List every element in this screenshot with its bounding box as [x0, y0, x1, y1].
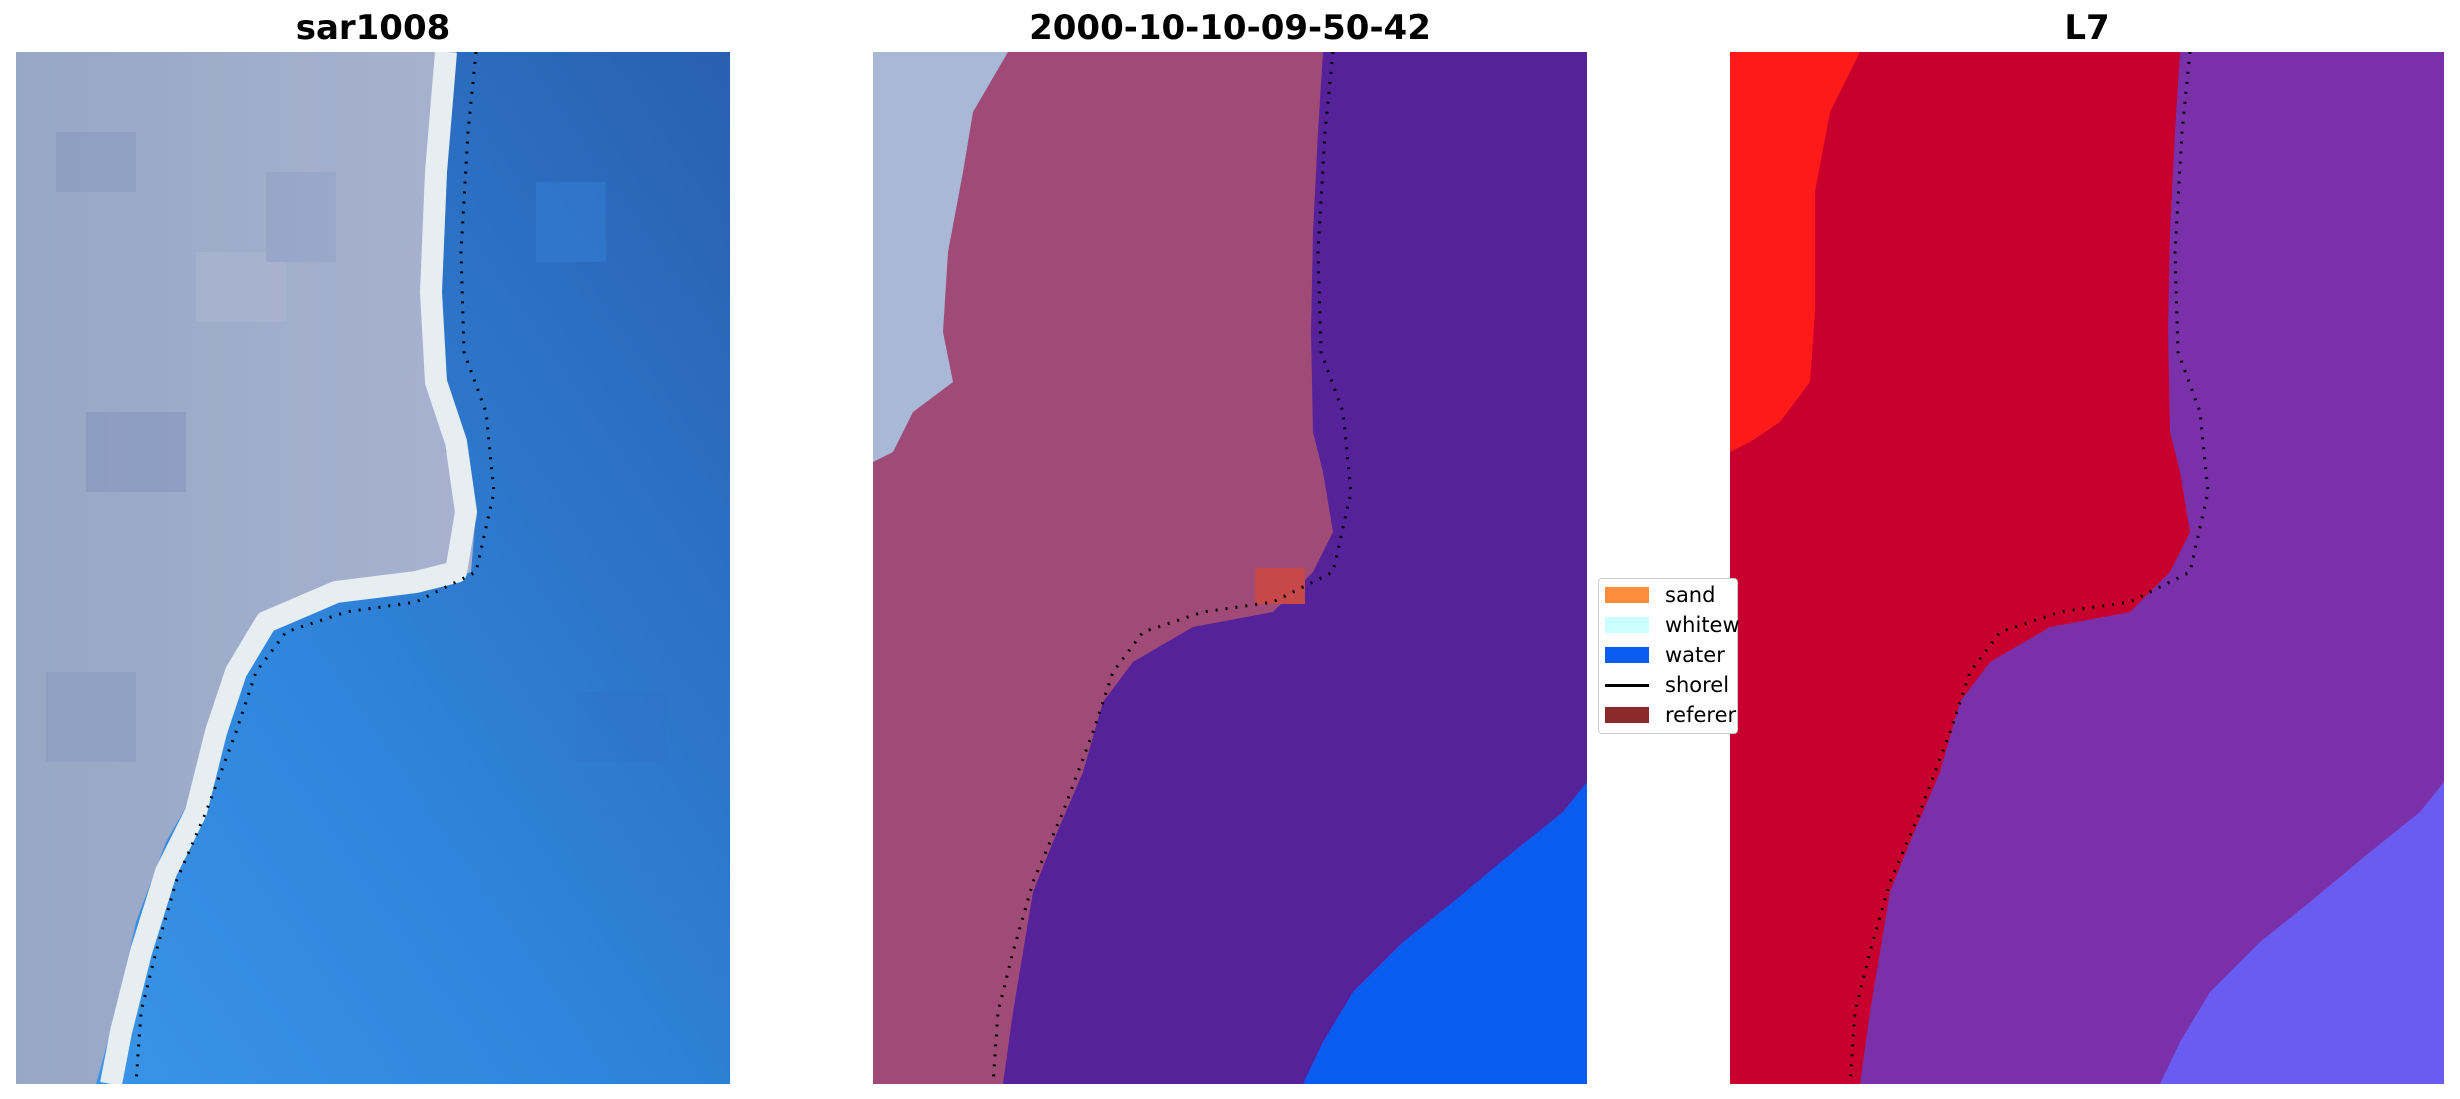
ocean-index-area: [2160, 782, 2444, 1084]
legend-item-whitewater: whitew: [1605, 611, 1740, 639]
bright-land-patch: [1730, 52, 1860, 452]
land-class-area: [873, 52, 1333, 1084]
index-panel: [1730, 52, 2444, 1084]
panel-title-index: L7: [2064, 8, 2110, 48]
legend-label: referer: [1665, 703, 1737, 727]
legend-item-water: water: [1605, 641, 1725, 669]
land-area: [16, 52, 476, 1084]
panel-title-rgb: sar1008: [295, 8, 451, 48]
rgb-image-panel: [16, 52, 730, 1084]
beach-strip: [100, 52, 477, 1084]
land-index-area: [1730, 52, 2190, 1084]
water-swatch: [1605, 647, 1649, 663]
reference-area-patch: [1255, 568, 1305, 604]
legend-label: whitew: [1665, 613, 1740, 637]
legend-label: water: [1665, 643, 1725, 667]
rgb-visible-corner: [873, 52, 1008, 462]
whitewater-swatch: [1605, 617, 1649, 633]
texture-patches: [46, 132, 666, 762]
panel-title-classified: 2000-10-10-09-50-42: [1029, 8, 1431, 48]
legend-item-reference: referer: [1605, 701, 1736, 729]
reference-swatch: [1605, 707, 1649, 723]
legend-item-sand: sand: [1605, 581, 1715, 609]
legend: sand whitew water shorel referer: [1598, 578, 1740, 734]
shoreline-swatch: [1605, 683, 1649, 687]
legend-label: shorel: [1665, 673, 1730, 697]
classified-panel: [873, 52, 1587, 1084]
legend-item-shoreline: shorel: [1605, 671, 1729, 699]
legend-label: sand: [1665, 583, 1716, 607]
index-panel-overlap: [1730, 570, 1750, 740]
sand-swatch: [1605, 587, 1649, 603]
ocean-class-area: [1303, 782, 1587, 1084]
